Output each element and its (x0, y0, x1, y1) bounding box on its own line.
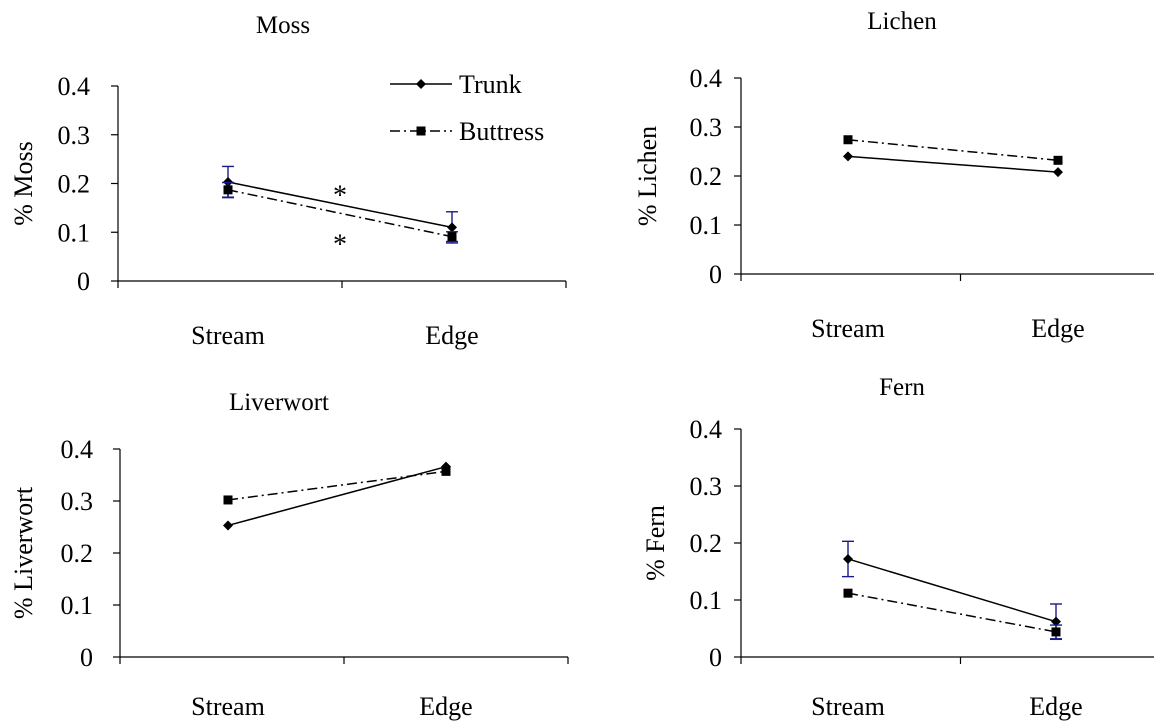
point-trunk (447, 222, 457, 233)
series-line-buttress (227, 470, 447, 501)
legend-marker-buttress (416, 126, 426, 136)
chart-title: Liverwort (229, 389, 329, 416)
significance-marker: * (333, 229, 347, 260)
y-axis-label: % Fern (641, 505, 670, 581)
chart-title: Moss (256, 12, 310, 39)
y-tick-label: 0.1 (58, 218, 91, 247)
point-trunk (843, 553, 853, 564)
point-buttress (843, 588, 853, 598)
significance-marker: * (333, 181, 347, 212)
point-buttress (1051, 627, 1061, 637)
y-axis-label: % Moss (9, 141, 38, 226)
point-trunk (223, 520, 233, 531)
x-tick-label: Stream (191, 692, 265, 721)
series-line-buttress (227, 189, 453, 238)
y-tick-label: 0.3 (61, 487, 94, 516)
series-line-trunk (847, 155, 1059, 173)
series-line-buttress (847, 138, 1059, 162)
panel-liverwort: Liverwort 0 0.1 0.2 0.3 0.4 Stream Edge % Liverw… (9, 389, 569, 721)
chart-title: Lichen (867, 8, 937, 35)
y-axis-label: % Lichen (633, 126, 662, 226)
y-tick-label: 0.4 (61, 435, 94, 464)
point-trunk (1053, 167, 1063, 178)
series-line-trunk (847, 558, 1057, 623)
y-tick-label: 0.2 (61, 539, 94, 568)
y-tick-label: 0.3 (58, 121, 91, 150)
panel-lichen: Lichen 0 0.1 0.2 0.3 0.4 Stream Edge % Lichen (633, 8, 1154, 343)
x-tick-label: Edge (1031, 314, 1084, 343)
x-tick-label: Stream (811, 314, 885, 343)
series-line-trunk (227, 181, 453, 229)
x-tick-label: Stream (811, 692, 885, 721)
chart-title: Fern (879, 374, 925, 401)
point-trunk (843, 151, 853, 162)
y-tick-label: 0.2 (690, 529, 723, 558)
x-tick-label: Edge (419, 692, 472, 721)
point-buttress (441, 466, 451, 476)
point-buttress (223, 185, 233, 195)
y-tick-label: 0 (709, 260, 722, 289)
y-axis-label: % Liverwort (9, 486, 38, 619)
y-tick-label: 0 (80, 643, 93, 672)
point-buttress (843, 135, 853, 145)
point-buttress (223, 495, 233, 505)
y-tick-label: 0.4 (690, 415, 723, 444)
y-tick-label: 0.1 (690, 211, 723, 240)
y-tick-label: 0.2 (58, 170, 91, 199)
legend-label-buttress: Buttress (459, 117, 544, 146)
series-line-buttress (847, 592, 1057, 633)
y-tick-label: 0.3 (690, 472, 723, 501)
y-tick-label: 0 (709, 643, 722, 672)
point-buttress (1053, 155, 1063, 165)
y-tick-label: 0.2 (690, 162, 723, 191)
panel-moss: Moss 0 0.1 0.2 0.3 0.4 Stream Edge % Moss * * (9, 12, 567, 350)
point-buttress (447, 232, 457, 242)
x-tick-label: Edge (425, 321, 478, 350)
legend: Trunk Buttress (390, 70, 544, 146)
y-tick-label: 0 (77, 267, 90, 296)
legend-marker-trunk (416, 79, 426, 89)
y-tick-label: 0.1 (61, 591, 94, 620)
x-tick-label: Stream (191, 321, 265, 350)
y-tick-label: 0.1 (690, 586, 723, 615)
legend-label-trunk: Trunk (459, 70, 522, 99)
x-tick-label: Edge (1029, 692, 1082, 721)
y-tick-label: 0.3 (690, 113, 723, 142)
y-tick-label: 0.4 (690, 64, 723, 93)
point-trunk (1051, 616, 1061, 627)
y-tick-label: 0.4 (58, 72, 91, 101)
panel-fern: Fern 0 0.1 0.2 0.3 0.4 Stream Edge % Fern (641, 374, 1154, 721)
